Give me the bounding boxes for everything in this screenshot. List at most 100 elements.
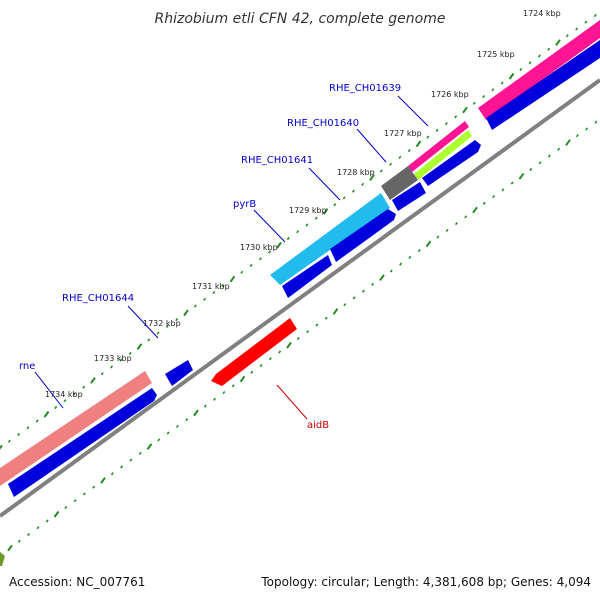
leader-line — [34, 371, 64, 409]
minor-tick — [54, 405, 58, 410]
leader-line — [127, 305, 159, 339]
feature-salmon-rne[interactable] — [0, 371, 152, 486]
minor-tick — [510, 181, 514, 185]
genome-summary-text: Topology: circular; Length: 4,381,608 bp… — [260, 575, 591, 589]
minor-tick — [268, 250, 272, 254]
cds-arrow[interactable] — [330, 209, 396, 262]
minor-tick — [17, 432, 21, 437]
leader-line — [397, 95, 429, 127]
minor-tick — [426, 135, 430, 139]
minor-tick — [314, 216, 318, 220]
minor-tick — [454, 222, 458, 226]
leader-line — [253, 209, 286, 243]
major-tick — [472, 206, 478, 214]
minor-tick — [296, 230, 300, 234]
major-tick — [229, 275, 236, 283]
gene-labels: RHE_CH01639 RHE_CH01640 RHE_CH01641 pyrB… — [19, 83, 401, 431]
minor-tick — [538, 161, 542, 165]
minor-tick — [482, 201, 486, 205]
minor-tick — [249, 263, 253, 268]
feature-pink-small[interactable] — [408, 121, 469, 172]
minor-tick — [296, 336, 300, 341]
major-tick — [332, 308, 339, 315]
minor-tick — [110, 472, 114, 476]
minor-tick — [120, 465, 124, 469]
minor-tick — [166, 431, 170, 435]
gene-label-pyrb[interactable]: pyrB — [233, 199, 256, 210]
minor-tick — [147, 338, 151, 342]
minor-tick — [482, 95, 486, 99]
minor-tick — [286, 236, 290, 241]
major-tick — [286, 341, 292, 349]
minor-tick — [324, 316, 328, 320]
minor-tick — [435, 128, 439, 132]
scale-label: 1729 kbp — [289, 206, 327, 215]
minor-tick — [594, 120, 598, 124]
minor-tick — [547, 47, 551, 51]
minor-tick — [491, 88, 495, 92]
gene-label-rhe-ch01641[interactable]: RHE_CH01641 — [241, 155, 313, 166]
minor-tick — [575, 134, 579, 138]
minor-tick — [129, 458, 133, 462]
minor-tick — [63, 399, 67, 403]
minor-tick — [36, 526, 40, 530]
cds-arrow[interactable] — [165, 360, 193, 386]
minor-tick — [268, 357, 272, 361]
minor-tick — [343, 303, 347, 307]
feature-green-small[interactable] — [0, 552, 5, 566]
feature-lime[interactable] — [414, 130, 472, 180]
minor-tick — [454, 115, 458, 119]
major-tick — [43, 410, 50, 418]
cds-arrow[interactable] — [282, 255, 332, 298]
scale-label: 1731 kbp — [192, 282, 230, 291]
major-tick — [193, 409, 199, 417]
minor-tick — [72, 392, 76, 396]
minor-tick — [73, 499, 77, 503]
minor-tick — [593, 13, 597, 18]
cds-arrow[interactable] — [486, 40, 600, 130]
scale-label: 1727 kbp — [384, 129, 422, 138]
gene-label-rhe-ch01640[interactable]: RHE_CH01640 — [287, 118, 359, 129]
cds-aidB[interactable] — [211, 318, 297, 386]
gene-label-rhe-ch01639[interactable]: RHE_CH01639 — [329, 83, 401, 94]
minor-tick — [17, 539, 21, 543]
minor-tick — [305, 223, 309, 227]
leader-line — [276, 384, 308, 420]
minor-tick — [352, 296, 356, 300]
feature-pink-large[interactable] — [478, 20, 600, 120]
minor-tick — [175, 424, 179, 428]
minor-tick — [351, 189, 355, 193]
cds-arrow[interactable] — [392, 182, 426, 211]
minor-tick — [389, 162, 393, 166]
minor-tick — [389, 269, 393, 273]
minor-tick — [7, 439, 11, 443]
scale-label: 1733 kbp — [94, 354, 132, 363]
cds-arrow[interactable] — [8, 388, 157, 497]
accession-text: Accession: NC_007761 — [9, 575, 145, 589]
major-tick — [90, 377, 96, 384]
minor-tick — [306, 330, 310, 334]
minor-tick — [82, 492, 86, 496]
minor-tick — [258, 257, 262, 261]
minor-tick — [278, 350, 282, 354]
minor-tick — [165, 324, 169, 328]
minor-tick — [529, 167, 533, 172]
scale-label: 1730 kbp — [240, 243, 278, 252]
feature-gray[interactable] — [381, 166, 418, 200]
minor-tick — [584, 20, 588, 24]
minor-tick — [213, 397, 217, 401]
minor-tick — [417, 249, 421, 253]
major-tick — [369, 174, 375, 181]
minor-tick — [408, 255, 412, 259]
gene-label-rhe-ch01644[interactable]: RHE_CH01644 — [62, 293, 134, 304]
major-tick — [53, 510, 60, 518]
feature-cyan-pyrB[interactable] — [270, 193, 390, 285]
gene-label-aidb[interactable]: aidB — [307, 420, 329, 431]
minor-tick — [222, 391, 226, 395]
minor-tick — [27, 532, 31, 537]
cds-arrow[interactable] — [422, 140, 481, 186]
leader-line — [308, 167, 341, 201]
major-tick — [239, 375, 246, 383]
gene-label-rne[interactable]: rne — [19, 361, 35, 372]
minor-tick — [547, 154, 551, 158]
